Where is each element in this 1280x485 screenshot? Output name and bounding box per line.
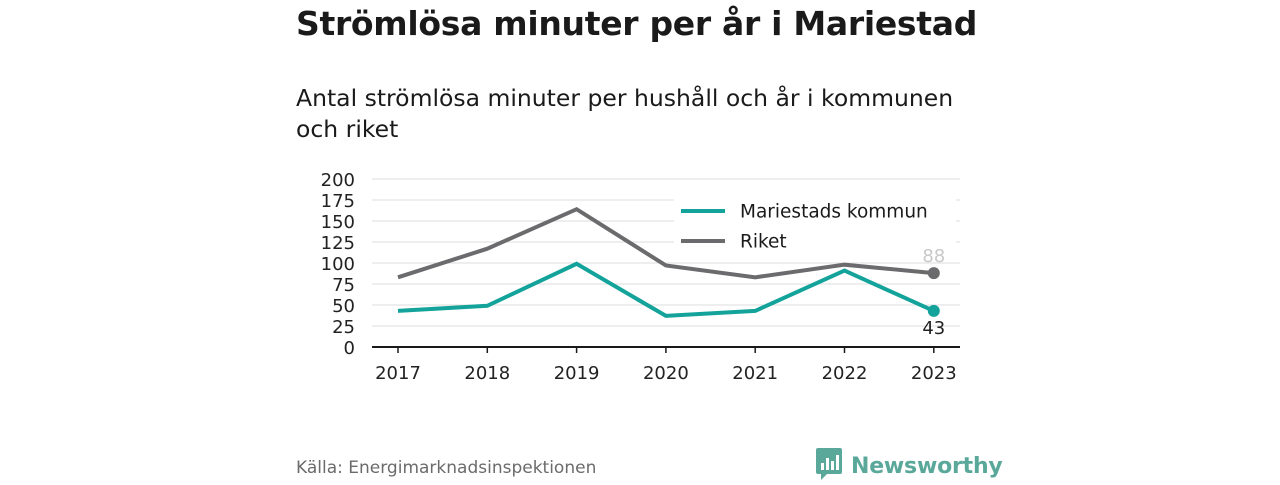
- x-tick-label: 2017: [375, 363, 421, 384]
- legend: Mariestads kommun Riket: [674, 192, 956, 260]
- brand-name: Newsworthy: [851, 453, 1003, 479]
- series-line-riket: [397, 206, 934, 280]
- x-tick-label: 2023: [911, 363, 957, 384]
- x-tick-label: 2022: [822, 363, 868, 384]
- x-tick-label: 2020: [643, 363, 689, 384]
- brand-logo: Newsworthy: [815, 447, 1003, 485]
- x-tick-label: 2021: [732, 363, 778, 384]
- y-tick-label: 75: [332, 275, 355, 296]
- x-tick-label: 2018: [464, 363, 510, 384]
- y-tick-label: 200: [321, 170, 355, 191]
- legend-background: [674, 192, 956, 260]
- y-tick-label: 100: [321, 254, 355, 275]
- source-note: Källa: Energimarknadsinspektionen: [296, 458, 597, 478]
- y-tick-label: 25: [332, 317, 355, 338]
- y-tick-label: 150: [321, 212, 355, 233]
- end-value-label: 88: [922, 246, 945, 267]
- end-value-label: 43: [922, 318, 945, 339]
- legend-label: Riket: [740, 232, 787, 253]
- x-axis: 2017 2018 2019 2020 2021 2022 2023: [372, 346, 960, 384]
- y-tick-label: 50: [332, 296, 355, 317]
- series-lines: [397, 206, 935, 318]
- y-tick-label: 0: [344, 338, 355, 359]
- chart-subtitle: Antal strömlösa minuter per hushåll och …: [296, 84, 954, 143]
- end-labels: 43 88: [922, 246, 945, 339]
- series-line-mariestads-kommun: [397, 261, 935, 318]
- end-point-marker: [927, 304, 940, 317]
- chart-title: Strömlösa minuter per år i Mariestad: [296, 4, 978, 43]
- end-point-marker: [927, 267, 940, 280]
- y-tick-label: 175: [321, 191, 355, 212]
- x-tick-label: 2019: [554, 363, 600, 384]
- legend-label: Mariestads kommun: [740, 202, 928, 223]
- y-tick-label: 125: [321, 233, 355, 254]
- newsworthy-logo-icon: [815, 447, 843, 485]
